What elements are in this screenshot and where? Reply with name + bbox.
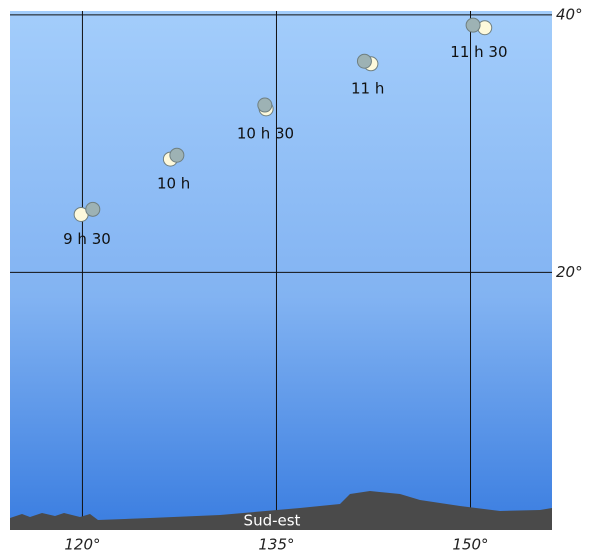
time-label: 11 h <box>351 79 384 97</box>
moon <box>356 53 372 69</box>
moon <box>257 97 273 113</box>
x-tick-label: 120° <box>64 536 100 554</box>
time-label: 11 h 30 <box>450 43 507 61</box>
y-tick-label: 20° <box>556 263 583 281</box>
moon <box>85 201 101 217</box>
x-tick-label: 150° <box>452 536 488 554</box>
y-tick-label: 40° <box>556 5 583 23</box>
sky <box>10 11 552 530</box>
moon <box>465 17 481 33</box>
time-label: 10 h <box>157 175 190 193</box>
x-tick-label: 135° <box>258 536 294 554</box>
horizon <box>10 491 552 530</box>
time-label: 10 h 30 <box>237 124 294 142</box>
time-label: 9 h 30 <box>63 230 111 248</box>
moon <box>169 147 185 163</box>
horizon-label: Sud-est <box>244 512 301 530</box>
